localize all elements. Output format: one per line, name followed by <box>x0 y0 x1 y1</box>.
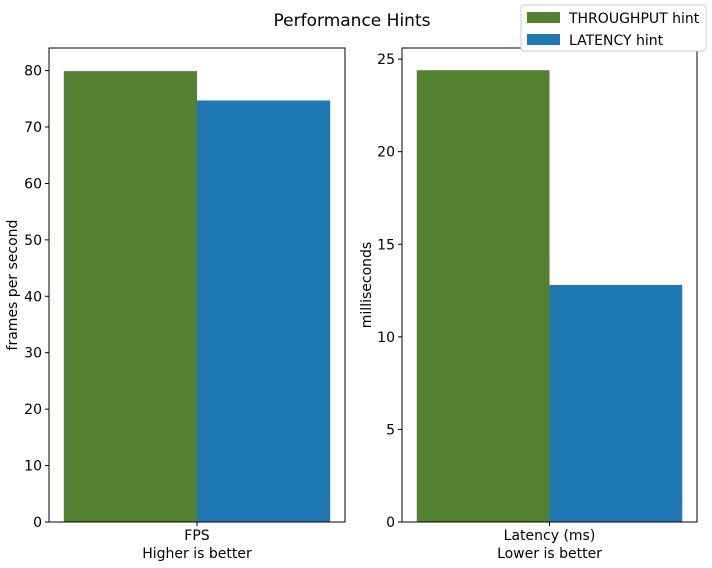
latency-yaxis-label: milliseconds <box>359 242 375 328</box>
fps-bar-latency-hint <box>197 100 331 522</box>
fps-ytick-label: 80 <box>24 64 42 80</box>
fps-ytick-label: 20 <box>24 402 42 418</box>
latency-category-label: Latency (ms) <box>504 528 596 544</box>
fps-yaxis-label: frames per second <box>5 220 21 351</box>
latency-ytick-label: 15 <box>377 237 395 253</box>
fps-ytick-label: 50 <box>24 233 42 249</box>
latency-ytick-label: 20 <box>377 145 395 161</box>
fps-category-label: FPS <box>184 528 209 544</box>
latency-chart-panel: 0 5 10 15 20 25 Latency (ms) Lower is better mil… <box>359 47 698 562</box>
legend-swatch-throughput <box>527 12 560 23</box>
legend: THROUGHPUT hint LATENCY hint <box>520 4 707 52</box>
fps-bar-throughput-hint <box>63 71 197 522</box>
figure-title: Performance Hints <box>274 11 431 31</box>
fps-ytick-label: 30 <box>24 346 42 362</box>
legend-label-throughput: THROUGHPUT hint <box>568 11 700 27</box>
fps-xaxis-label: Higher is better <box>142 546 252 562</box>
legend-frame <box>520 4 707 52</box>
latency-ytick-label: 10 <box>377 330 395 346</box>
fps-ytick-label: 40 <box>24 289 42 305</box>
latency-ytick-label: 25 <box>377 52 395 68</box>
latency-xaxis-label: Lower is better <box>497 546 602 562</box>
fps-chart-panel: 0 10 20 30 40 50 60 70 80 FPS Higher is better fram… <box>5 47 346 562</box>
legend-swatch-latency <box>527 34 560 45</box>
latency-bar-latency-hint <box>549 285 683 522</box>
fps-ytick-label: 60 <box>24 176 42 192</box>
fps-ytick-label: 70 <box>24 120 42 136</box>
fps-ytick-label: 10 <box>24 459 42 475</box>
latency-ytick-label: 0 <box>386 515 395 531</box>
latency-bar-throughput-hint <box>416 70 550 522</box>
legend-label-latency: LATENCY hint <box>569 33 664 49</box>
latency-ytick-label: 5 <box>386 422 395 438</box>
fps-ytick-label: 0 <box>33 515 42 531</box>
